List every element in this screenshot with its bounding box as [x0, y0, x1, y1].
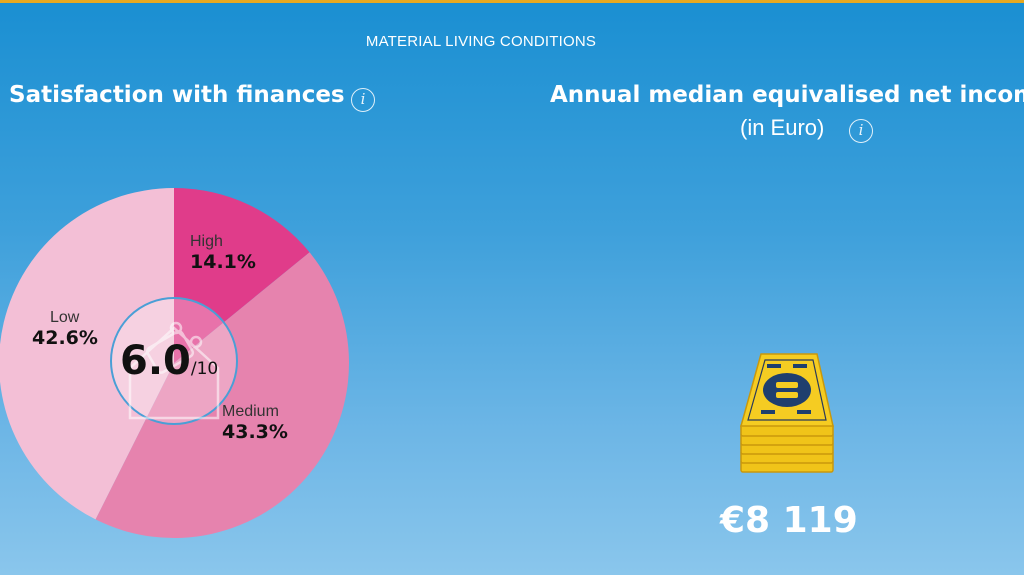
income-title: Annual median equivalised net income: [550, 82, 1024, 108]
center-badge: [110, 297, 238, 425]
slice-value: 42.6%: [32, 327, 98, 349]
top-accent-bar: [0, 0, 1024, 3]
wallet-house-icon: [128, 321, 220, 420]
pie-slice-high[interactable]: [174, 188, 310, 363]
slice-name: Low: [50, 309, 80, 326]
slice-value: 43.3%: [222, 421, 288, 443]
satisfaction-score: 6.0/10: [120, 338, 218, 384]
slice-label-medium: Medium 43.3%: [222, 403, 288, 443]
pie-slice-medium[interactable]: [95, 252, 349, 538]
pie-slice-low[interactable]: [0, 188, 174, 520]
info-icon[interactable]: i: [849, 119, 873, 143]
satisfaction-pie-chart: [0, 188, 349, 538]
income-value: €8 119: [720, 500, 858, 541]
slice-label-low: Low 42.6%: [32, 309, 98, 349]
score-suffix: /10: [190, 359, 219, 379]
section-title: MATERIAL LIVING CONDITIONS: [365, 33, 597, 50]
score-value: 6.0: [120, 338, 191, 384]
info-icon[interactable]: i: [351, 88, 375, 112]
slice-value: 14.1%: [190, 251, 256, 273]
slice-label-high: High 14.1%: [190, 233, 256, 273]
slice-name: High: [190, 233, 223, 250]
banknote-stack-icon: [740, 353, 834, 473]
satisfaction-title-text: Satisfaction with finances: [9, 82, 345, 108]
slice-name: Medium: [222, 403, 279, 420]
satisfaction-title: Satisfaction with finances: [9, 82, 345, 108]
income-subtitle: (in Euro): [740, 115, 825, 140]
